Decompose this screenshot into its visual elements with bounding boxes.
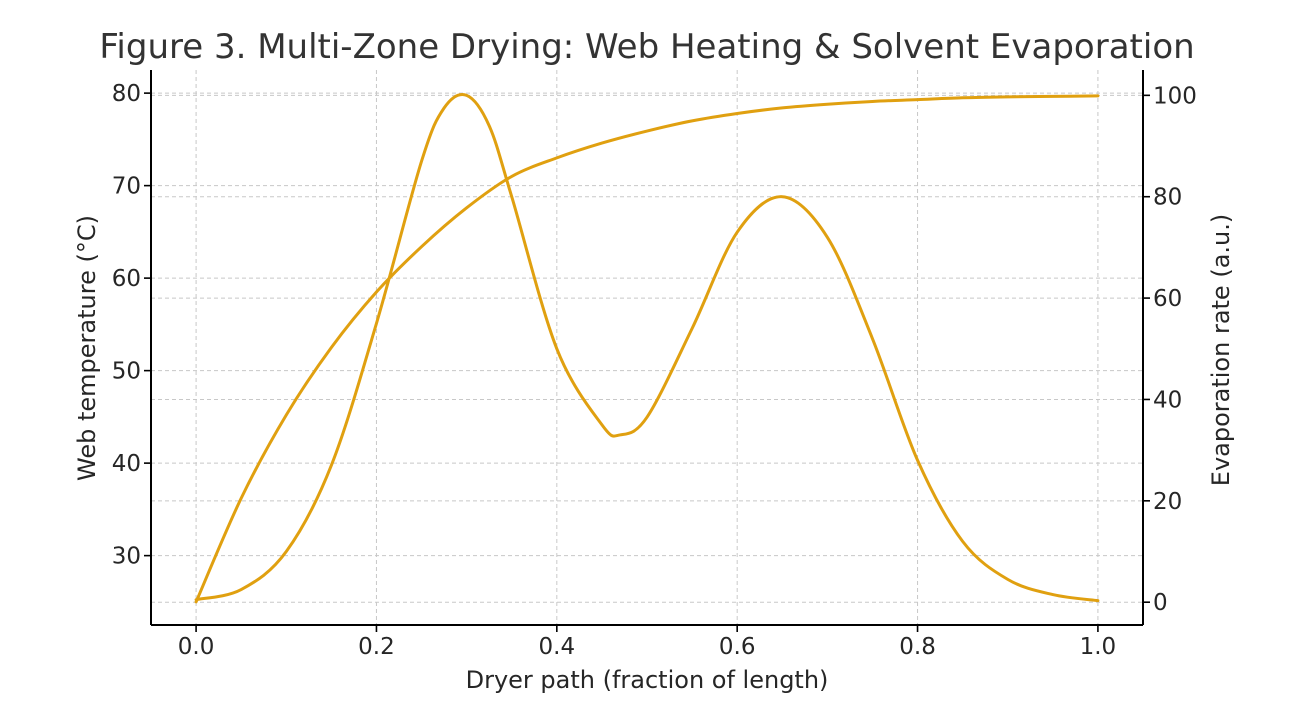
y-tick-label: 80 bbox=[112, 81, 141, 107]
x-tick-label: 0.8 bbox=[899, 634, 936, 660]
grid-layer bbox=[151, 70, 1143, 625]
chart-title: Figure 3. Multi-Zone Drying: Web Heating… bbox=[99, 27, 1194, 67]
x-tick-label: 0.4 bbox=[539, 634, 576, 660]
evaporation-rate-line bbox=[194, 93, 1100, 603]
y-tick-label: 30 bbox=[112, 544, 141, 570]
x-tick-label: 0.2 bbox=[358, 634, 395, 660]
web-temperature-line bbox=[194, 94, 1100, 604]
y2-tick-label: 80 bbox=[1153, 185, 1182, 211]
y-axis-label: Web temperature (°C) bbox=[73, 215, 101, 481]
y2-tick-label: 60 bbox=[1153, 286, 1182, 312]
axes-layer bbox=[150, 70, 1144, 626]
x-tick-label: 1.0 bbox=[1080, 634, 1117, 660]
x-axis-label: Dryer path (fraction of length) bbox=[466, 666, 829, 694]
y-tick-label: 40 bbox=[112, 451, 141, 477]
y2-tick-label: 100 bbox=[1153, 83, 1197, 109]
series-layer bbox=[194, 93, 1100, 604]
ticks-layer: 0.0 0.2 0.4 0.6 0.8 1.0 30 40 50 60 70 80 0 20 40 60 80 1… bbox=[112, 81, 1197, 660]
y-tick-label: 70 bbox=[112, 174, 141, 200]
x-tick-label: 0.6 bbox=[719, 634, 756, 660]
y-tick-label: 50 bbox=[112, 359, 141, 385]
y-tick-label: 60 bbox=[112, 266, 141, 292]
y2-tick-label: 20 bbox=[1153, 489, 1182, 515]
x-tick-label: 0.0 bbox=[178, 634, 215, 660]
y2-tick-label: 40 bbox=[1153, 387, 1182, 413]
y2-tick-label: 0 bbox=[1153, 590, 1168, 616]
y2-axis-label: Evaporation rate (a.u.) bbox=[1207, 214, 1235, 486]
